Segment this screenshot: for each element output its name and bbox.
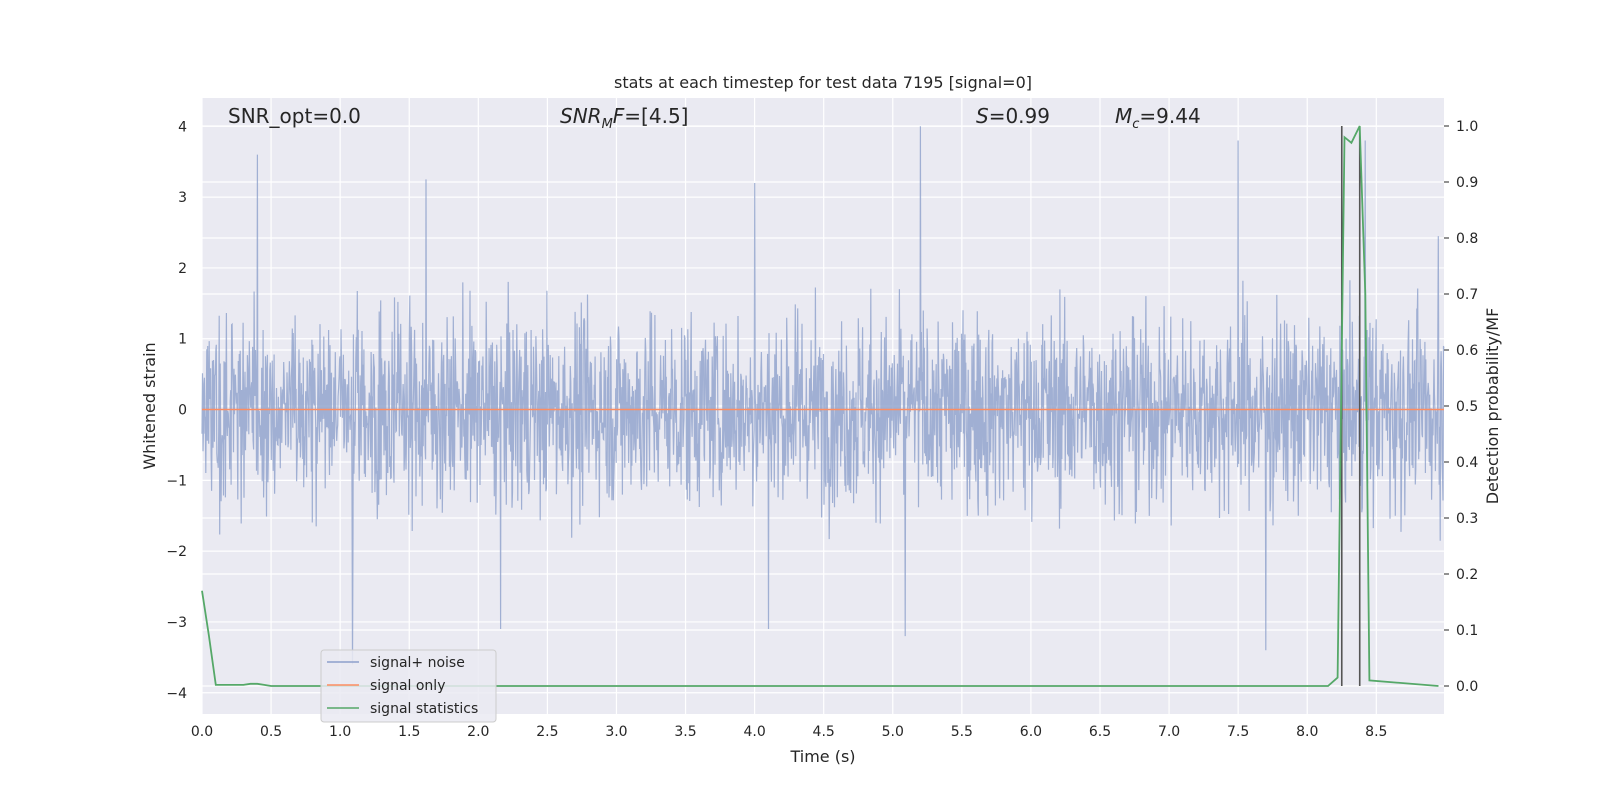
s-value: =0.99 — [989, 104, 1050, 128]
snr-mf-f: F — [613, 104, 625, 128]
y-tick-label-left: −3 — [166, 615, 187, 631]
x-tick-label: 7.5 — [1227, 724, 1249, 740]
y-axis-label-right: Detection probability/MF — [1483, 308, 1502, 505]
y-ticks-right: 1.0 0.9 0.8 0.7 0.6 0.5 0.4 0.3 0.2 0.1 0.0 — [1444, 119, 1478, 695]
y-tick-label-right: 0.6 — [1456, 343, 1478, 359]
x-tick-label: 0.0 — [191, 724, 213, 740]
x-tick-label: 5.5 — [951, 724, 973, 740]
x-tick-label: 8.5 — [1365, 724, 1387, 740]
x-axis-label: Time (s) — [789, 747, 855, 766]
snr-mf-subscript: M — [602, 117, 613, 132]
signal-noise-line — [201, 126, 1445, 665]
y-tick-label-left: 1 — [178, 332, 187, 348]
y-tick-label-left: −4 — [166, 686, 187, 702]
chart-title: stats at each timestep for test data 719… — [614, 73, 1032, 92]
y-ticks-left: 4 3 2 1 0 −1 −2 −3 −4 — [166, 119, 187, 701]
y-tick-label-left: 3 — [178, 190, 187, 206]
y-tick-label-left: −2 — [166, 544, 187, 560]
y-tick-label-left: 4 — [178, 119, 187, 135]
x-tick-label: 6.0 — [1020, 724, 1042, 740]
x-tick-label: 2.0 — [467, 724, 489, 740]
y-tick-label-right: 0.0 — [1456, 679, 1478, 695]
y-tick-label-right: 0.8 — [1456, 231, 1478, 247]
y-tick-label-right: 0.4 — [1456, 455, 1478, 471]
x-tick-label: 1.0 — [329, 724, 351, 740]
y-tick-label-right: 1.0 — [1456, 119, 1478, 135]
annotation-s: S=0.99 — [976, 104, 1050, 128]
x-tick-label: 1.5 — [398, 724, 420, 740]
y-tick-label-left: 2 — [178, 261, 187, 277]
x-ticks: 0.0 0.5 1.0 1.5 2.0 2.5 3.0 3.5 4.0 4.5 5.0 5.5 6.0 6… — [191, 724, 1388, 740]
x-tick-label: 0.5 — [260, 724, 282, 740]
legend-label-signal-statistics: signal statistics — [370, 701, 478, 717]
y-axis-label-left: Whitened strain — [140, 342, 159, 469]
s-symbol: S — [976, 104, 989, 128]
legend-label-signal-noise: signal+ noise — [370, 655, 465, 671]
y-tick-label-left: 0 — [178, 403, 187, 419]
x-tick-label: 2.5 — [536, 724, 558, 740]
y-tick-label-right: 0.1 — [1456, 623, 1478, 639]
legend-label-signal-only: signal only — [370, 678, 445, 694]
snr-mf-symbol: SNR — [560, 104, 602, 128]
x-tick-label: 4.5 — [813, 724, 835, 740]
signal-statistics-line — [201, 125, 1439, 687]
y-tick-label-left: −1 — [166, 473, 187, 489]
x-tick-label: 6.5 — [1089, 724, 1111, 740]
annotation-snr-mf: SNRMF=[4.5] — [560, 104, 688, 132]
y-tick-label-right: 0.2 — [1456, 567, 1478, 583]
mc-subscript: c — [1132, 117, 1139, 132]
series-signal-noise — [201, 126, 1445, 665]
x-tick-label: 4.0 — [743, 724, 765, 740]
mc-value: =9.44 — [1139, 104, 1200, 128]
x-tick-label: 7.0 — [1158, 724, 1180, 740]
series-signal-statistics — [201, 125, 1439, 687]
mc-symbol: M — [1115, 104, 1132, 128]
y-tick-label-right: 0.7 — [1456, 287, 1478, 303]
x-tick-label: 3.0 — [605, 724, 627, 740]
x-tick-label: 3.5 — [674, 724, 696, 740]
snr-mf-value: =[4.5] — [624, 104, 688, 128]
legend: signal+ noise signal only signal statist… — [320, 649, 497, 723]
annotation-mc: Mc=9.44 — [1115, 104, 1201, 132]
y-tick-label-right: 0.5 — [1456, 399, 1478, 415]
x-tick-label: 5.0 — [882, 724, 904, 740]
y-tick-label-right: 0.9 — [1456, 175, 1478, 191]
legend-box — [320, 649, 497, 723]
x-tick-label: 8.0 — [1296, 724, 1318, 740]
y-tick-label-right: 0.3 — [1456, 511, 1478, 527]
annotation-snr-opt: SNR_opt=0.0 — [228, 104, 361, 128]
